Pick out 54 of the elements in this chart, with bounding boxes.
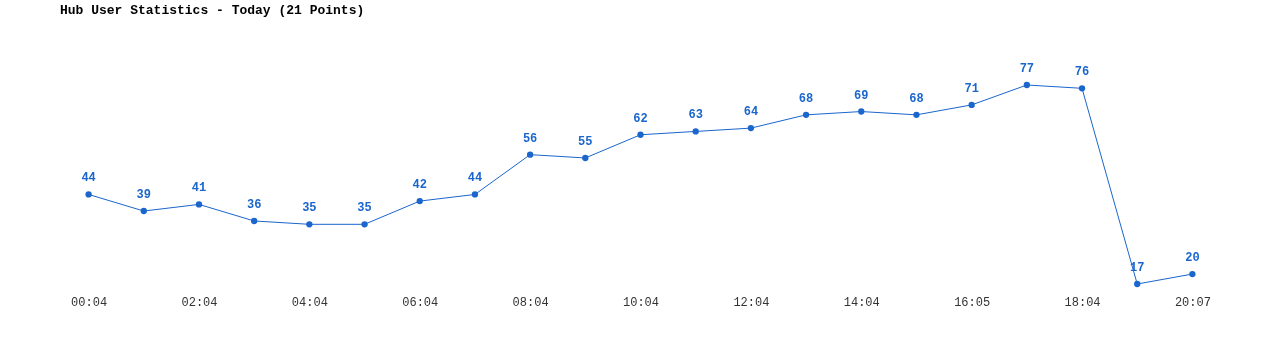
x-tick-label: 06:04 [402,295,439,310]
x-tick-label: 16:05 [954,295,991,310]
point [858,108,865,115]
data-label: 42 [412,178,427,193]
point [251,217,258,225]
data-label: 76 [1074,65,1090,80]
point [361,221,368,228]
x-tick-label: 18:04 [1064,295,1101,310]
data-label: 36 [246,197,262,212]
chart-title: Hub User Statistics - Today (21 Points) [60,3,365,18]
point [1078,85,1086,92]
point [747,124,755,132]
data-label: 44 [467,171,483,186]
point [968,101,975,109]
point [306,221,313,228]
x-tick-label: 20:07 [1174,295,1211,310]
data-label: 41 [191,181,207,196]
x-tick-label: 14:04 [843,295,880,310]
data-label: 63 [688,108,703,123]
x-tick-label: 12:04 [733,295,770,310]
x-tick-label: 02:04 [181,295,218,310]
x-tick-label: 10:04 [622,295,660,310]
point [1189,270,1196,278]
point [582,154,589,162]
point [637,131,644,138]
point [526,151,534,158]
data-label: 55 [578,134,593,149]
data-label: 69 [854,88,869,103]
point [85,191,92,198]
x-tick-label: 04:04 [291,295,328,310]
data-label: 44 [81,171,96,186]
point [913,111,920,119]
data-label: 17 [1130,261,1145,275]
data-label: 35 [357,201,372,216]
point [195,201,203,208]
point [471,191,479,198]
data-label: 56 [522,131,538,146]
data-label: 35 [302,201,317,216]
point [1134,280,1141,288]
point [140,207,147,215]
point [1023,81,1030,89]
x-tick-label: 08:04 [512,295,549,310]
data-label: 39 [136,188,151,203]
data-label: 68 [798,91,814,106]
data-label: 68 [909,91,924,106]
data-label: 62 [633,111,648,126]
point [802,111,810,119]
data-label: 71 [964,81,979,96]
data-label: 20 [1185,251,1200,266]
data-label: 77 [1019,62,1035,76]
point [692,128,699,135]
point [416,197,423,205]
data-label: 64 [743,105,759,120]
x-tick-label: 00:04 [71,295,108,310]
